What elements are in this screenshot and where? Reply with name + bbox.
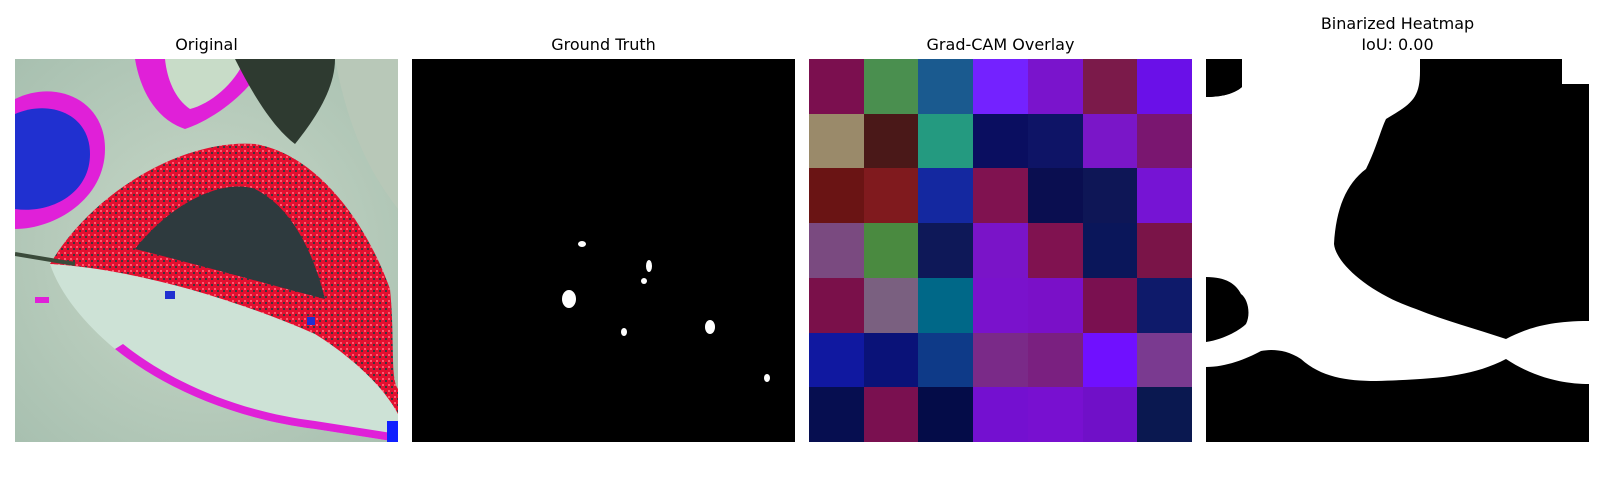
gradcam-cell [1137, 113, 1192, 169]
gradcam-cell [1027, 387, 1083, 442]
gradcam-cell [809, 113, 864, 169]
gradcam-cell [809, 223, 864, 278]
gradcam-cell [1082, 387, 1138, 442]
ground-truth-mask [412, 59, 795, 442]
mask-blob [764, 374, 770, 382]
gradcam-cell [1027, 277, 1083, 333]
gradcam-cell [973, 113, 1028, 169]
gradcam-cell [1137, 59, 1192, 114]
gradcam-cell [863, 277, 919, 333]
gradcam-cell [863, 113, 919, 169]
gradcam-cell [918, 277, 974, 333]
gradcam-cell [918, 387, 974, 442]
gradcam-cell [1027, 59, 1083, 114]
gradcam-cell [863, 332, 919, 388]
gradcam-cell [863, 223, 919, 278]
iou-label: IoU: 0.00 [1361, 35, 1434, 54]
ground-truth-title: Ground Truth [551, 35, 656, 54]
mask-blob [621, 328, 627, 336]
gradcam-cell [1027, 332, 1083, 388]
gradcam-cell [1137, 223, 1192, 278]
gradcam-cell [863, 59, 919, 114]
gradcam-cell [973, 277, 1028, 333]
gradcam-title: Grad-CAM Overlay [926, 35, 1075, 54]
gradcam-cell [918, 113, 974, 169]
gradcam-cell [1082, 277, 1138, 333]
gradcam-cell [918, 168, 974, 224]
original-image [15, 59, 398, 442]
gradcam-cell [809, 277, 864, 333]
gradcam-cell [809, 332, 864, 388]
gradcam-cell [809, 387, 864, 442]
gradcam-cell [1137, 387, 1192, 442]
mask-blob [578, 241, 586, 247]
binarized-title-line: Binarized Heatmap [1320, 14, 1475, 33]
gradcam-cell [973, 59, 1028, 114]
gradcam-cell [1082, 332, 1138, 388]
gradcam-cell [1137, 168, 1192, 224]
gradcam-cell [973, 387, 1028, 442]
gradcam-cell [1082, 113, 1138, 169]
mask-blob [646, 260, 652, 272]
gradcam-cell [973, 223, 1028, 278]
gradcam-cell [1137, 277, 1192, 333]
gradcam-cell [918, 223, 974, 278]
gradcam-cell [973, 168, 1028, 224]
gradcam-cell [809, 59, 864, 114]
gradcam-cell [863, 387, 919, 442]
gradcam-cell [1137, 332, 1192, 388]
gradcam-cell [918, 59, 974, 114]
binarized-title: Binarized Heatmap IoU: 0.00 [1206, 13, 1589, 55]
mask-blob [562, 290, 576, 308]
gradcam-cell [973, 332, 1028, 388]
gradcam-cell [918, 332, 974, 388]
gradcam-grid [809, 59, 1192, 442]
original-title: Original [175, 35, 238, 54]
mask-blob [705, 320, 715, 334]
gradcam-cell [1027, 113, 1083, 169]
gradcam-cell [1082, 168, 1138, 224]
gradcam-cell [1027, 223, 1083, 278]
gradcam-cell [863, 168, 919, 224]
gradcam-cell [1082, 223, 1138, 278]
mask-blob [641, 278, 647, 284]
gradcam-cell [1027, 168, 1083, 224]
binarized-heatmap [1206, 59, 1589, 442]
gradcam-cell [809, 168, 864, 224]
gradcam-overlay [809, 59, 1192, 442]
gradcam-cell [1082, 59, 1138, 114]
